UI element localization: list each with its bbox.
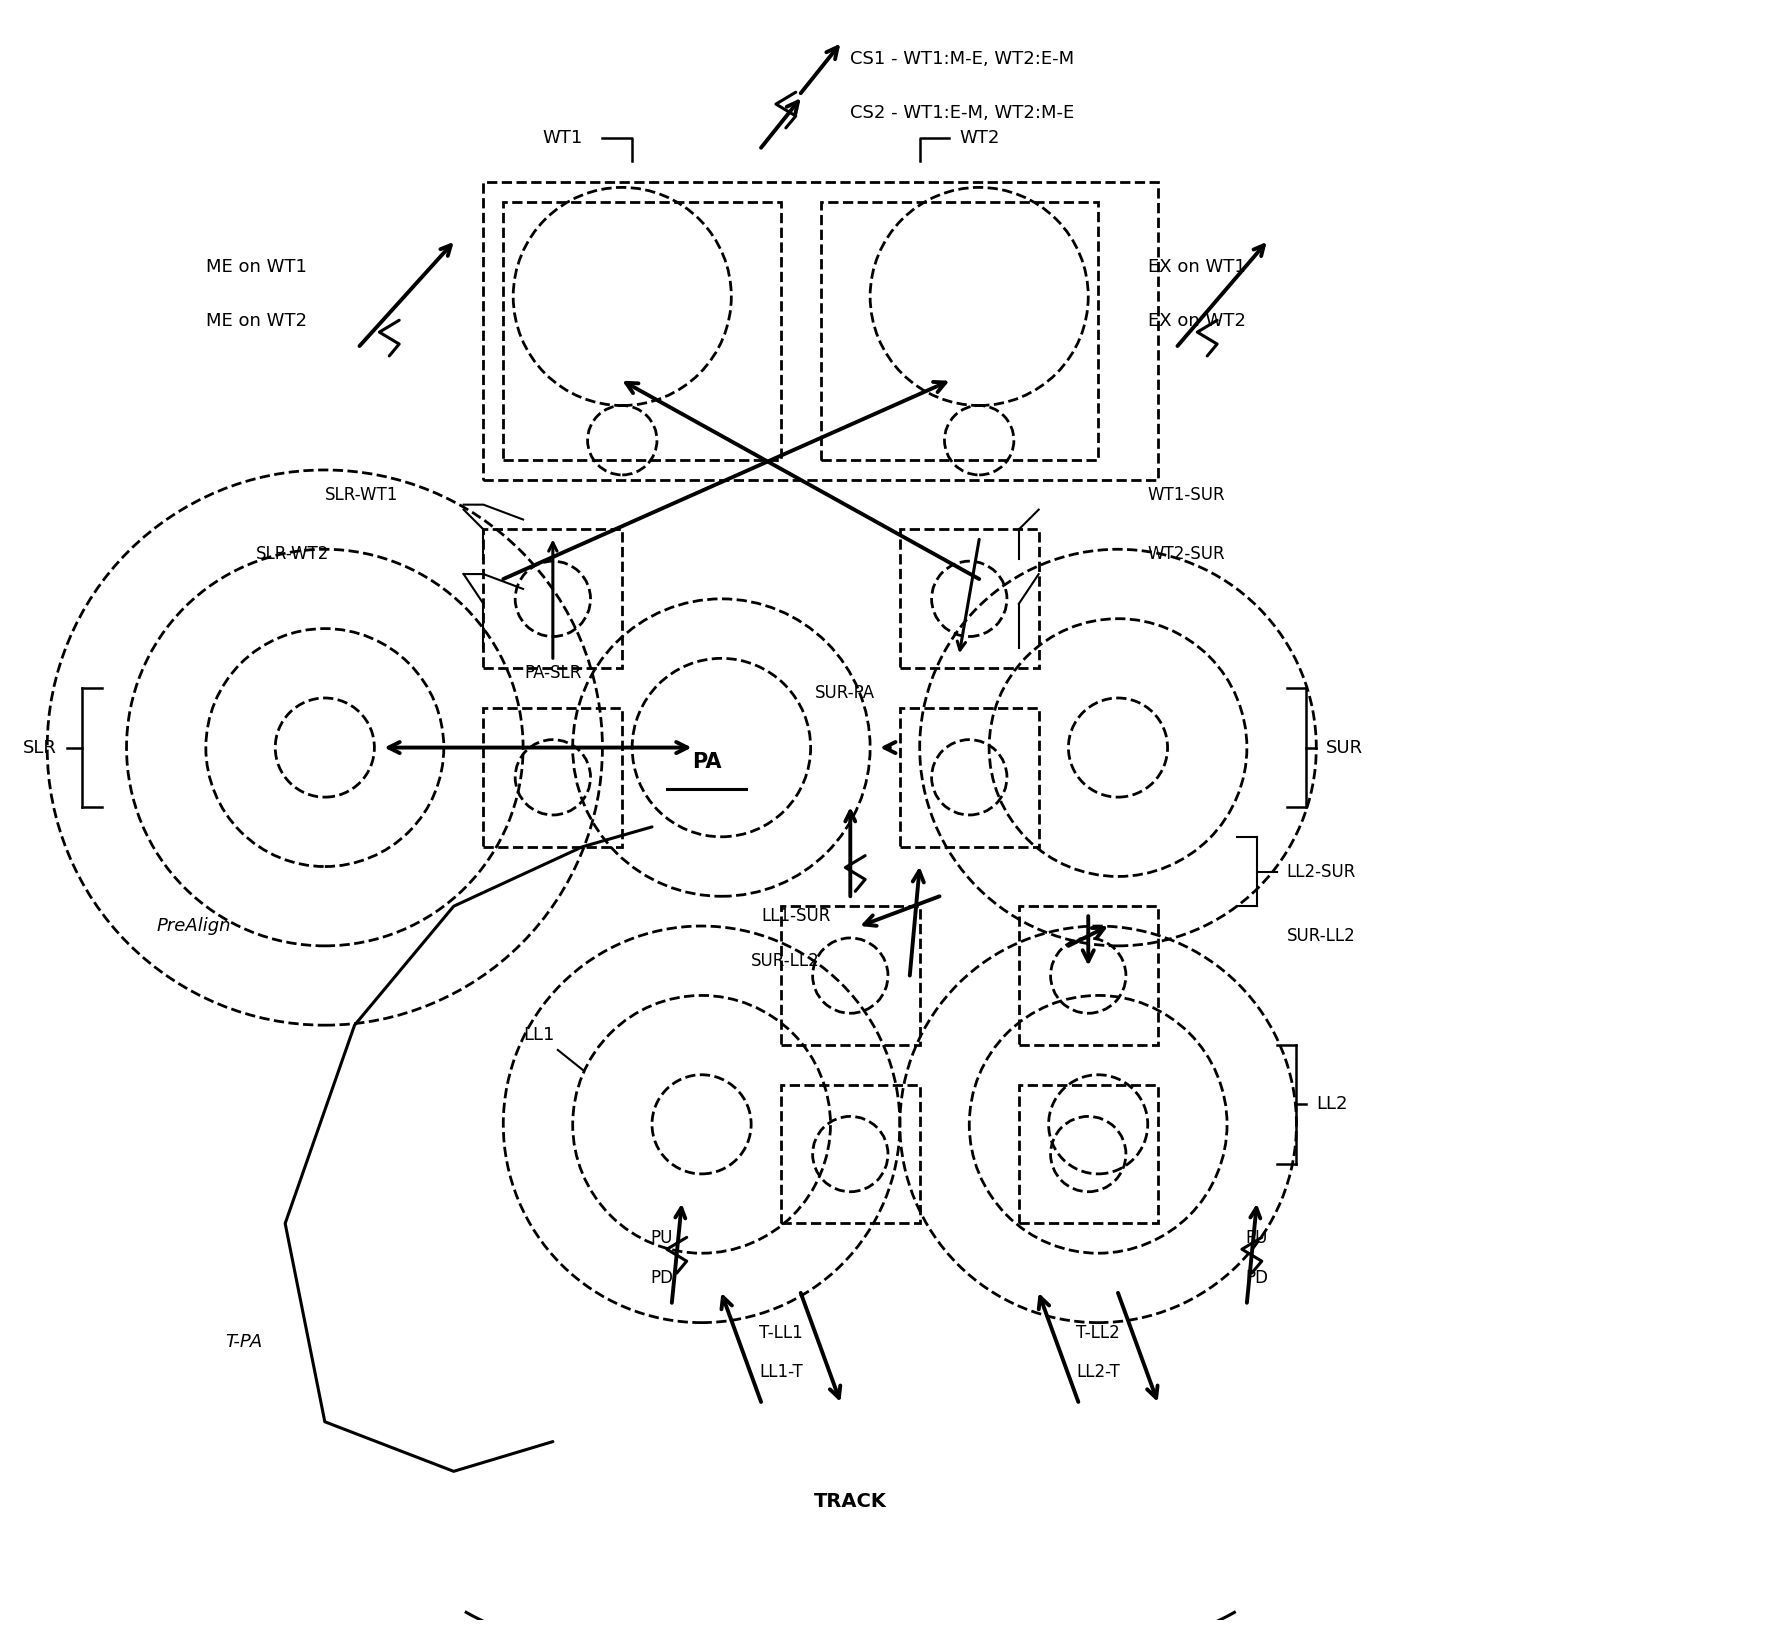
Text: EX on WT2: EX on WT2 [1148, 312, 1245, 330]
Text: T-LL1: T-LL1 [759, 1323, 803, 1342]
Bar [483, 708, 623, 846]
Text: PA-SLR: PA-SLR [524, 664, 582, 682]
Text: CS1 - WT1:M-E, WT2:E-M: CS1 - WT1:M-E, WT2:E-M [851, 49, 1074, 67]
Bar [900, 529, 1038, 669]
Bar [483, 529, 623, 669]
Text: WT1: WT1 [543, 129, 582, 146]
Text: LL2-SUR: LL2-SUR [1286, 862, 1355, 880]
Bar [483, 182, 1157, 480]
Bar [900, 708, 1038, 846]
Text: LL2-T: LL2-T [1076, 1363, 1120, 1381]
Text: WT2-SUR: WT2-SUR [1148, 545, 1226, 563]
Bar [504, 202, 780, 460]
Text: SUR-LL2: SUR-LL2 [752, 952, 819, 970]
Text: WT2: WT2 [959, 129, 999, 146]
Text: SUR: SUR [1327, 739, 1364, 757]
Text: PD: PD [651, 1269, 674, 1287]
Text: TRACK: TRACK [814, 1492, 886, 1510]
Text: PU: PU [651, 1230, 672, 1248]
Text: LL1-T: LL1-T [759, 1363, 803, 1381]
Bar [1019, 1085, 1157, 1224]
Text: ME on WT1: ME on WT1 [205, 257, 306, 275]
Text: T-LL2: T-LL2 [1076, 1323, 1120, 1342]
Bar [1019, 906, 1157, 1045]
Text: SUR-PA: SUR-PA [816, 683, 876, 701]
Text: PA: PA [692, 752, 722, 773]
Text: SLR: SLR [23, 739, 57, 757]
Text: PD: PD [1245, 1269, 1268, 1287]
Text: LL1-SUR: LL1-SUR [761, 908, 830, 926]
Text: PreAlign: PreAlign [156, 918, 230, 936]
Text: WT1-SUR: WT1-SUR [1148, 486, 1226, 504]
Bar [780, 1085, 920, 1224]
Text: EX on WT1: EX on WT1 [1148, 257, 1245, 275]
Text: SLR-WT2: SLR-WT2 [255, 545, 329, 563]
Text: LL2: LL2 [1316, 1095, 1348, 1113]
Bar [780, 906, 920, 1045]
Text: T-PA: T-PA [226, 1334, 264, 1352]
Text: ME on WT2: ME on WT2 [205, 312, 306, 330]
Text: LL1: LL1 [524, 1027, 554, 1045]
Text: PU: PU [1245, 1230, 1268, 1248]
Text: SUR-LL2: SUR-LL2 [1286, 927, 1355, 945]
Text: CS2 - WT1:E-M, WT2:M-E: CS2 - WT1:E-M, WT2:M-E [851, 104, 1074, 122]
Bar [821, 202, 1099, 460]
Text: SLR-WT1: SLR-WT1 [325, 486, 398, 504]
